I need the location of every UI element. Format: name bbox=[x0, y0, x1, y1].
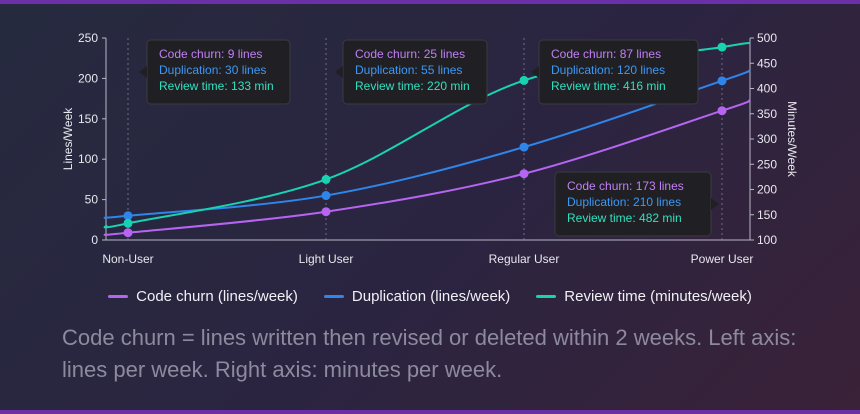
x-tick-label: Light User bbox=[299, 252, 354, 266]
duplication-point bbox=[519, 142, 529, 152]
tooltip-line: Duplication: 30 lines bbox=[159, 63, 266, 77]
tooltip: Code churn: 87 lines Duplication: 120 lin… bbox=[531, 39, 699, 105]
left-tick-label: 200 bbox=[78, 71, 98, 85]
right-tick-label: 500 bbox=[757, 31, 777, 45]
review-time-point bbox=[717, 42, 727, 52]
tooltip-pointer bbox=[711, 198, 719, 210]
tooltip-line: Code churn: 9 lines bbox=[159, 47, 262, 61]
legend-item-review-time: Review time (minutes/week) bbox=[536, 288, 752, 305]
code-churn-line bbox=[103, 99, 751, 236]
duplication-point bbox=[717, 76, 727, 86]
legend-label: Review time (minutes/week) bbox=[564, 288, 752, 305]
right-axis-title: Minutes/Week bbox=[785, 101, 799, 178]
right-tick-label: 300 bbox=[757, 132, 777, 146]
right-tick-label: 150 bbox=[757, 208, 777, 222]
tooltip-pointer bbox=[139, 66, 147, 78]
tooltip-pointer bbox=[531, 66, 539, 78]
tooltip-line: Duplication: 55 lines bbox=[355, 63, 462, 77]
right-tick-label: 450 bbox=[757, 56, 777, 70]
left-tick-label: 0 bbox=[91, 233, 98, 247]
tooltip-line: Duplication: 120 lines bbox=[551, 63, 665, 77]
duplication-point bbox=[123, 211, 133, 221]
review-time-line bbox=[103, 41, 751, 229]
left-tick-label: 250 bbox=[78, 31, 98, 45]
x-tick-label: Power User bbox=[691, 252, 754, 266]
tooltip-line: Review time: 416 min bbox=[551, 79, 666, 93]
tooltip-line: Code churn: 25 lines bbox=[355, 47, 465, 61]
legend-item-code-churn: Code churn (lines/week) bbox=[108, 288, 298, 305]
legend-item-duplication: Duplication (lines/week) bbox=[323, 288, 511, 305]
right-tick-label: 100 bbox=[757, 233, 777, 247]
tooltip-line: Review time: 482 min bbox=[567, 211, 682, 225]
right-tick-label: 350 bbox=[757, 107, 777, 121]
dual-axis-line-chart: 0 50 100 150 200 250 100 150 200 250 300 350 400 450 5… bbox=[61, 31, 799, 266]
right-tick-label: 400 bbox=[757, 82, 777, 96]
tooltip: Code churn: 173 lines Duplication: 210 li… bbox=[554, 171, 719, 237]
left-tick-label: 50 bbox=[85, 193, 99, 207]
left-tick-label: 150 bbox=[78, 112, 98, 126]
legend-swatch bbox=[108, 295, 129, 298]
code-churn-point bbox=[123, 228, 133, 238]
chart-caption: Code churn = lines written then revised … bbox=[62, 325, 797, 382]
left-tick-label: 100 bbox=[78, 152, 98, 166]
code-churn-point bbox=[717, 106, 727, 116]
code-churn-point bbox=[321, 207, 331, 217]
duplication-line bbox=[103, 69, 751, 219]
code-churn-point bbox=[519, 169, 529, 179]
legend-swatch bbox=[323, 295, 344, 298]
tooltip-line: Duplication: 210 lines bbox=[567, 195, 681, 209]
tooltip-line: Code churn: 173 lines bbox=[567, 179, 684, 193]
duplication-point bbox=[321, 191, 331, 201]
tooltip-line: Code churn: 87 lines bbox=[551, 47, 661, 61]
review-time-point bbox=[321, 174, 331, 184]
legend-label: Duplication (lines/week) bbox=[351, 288, 511, 305]
tooltip-pointer bbox=[335, 66, 343, 78]
x-tick-label: Non-User bbox=[102, 252, 153, 266]
tooltip-line: Review time: 133 min bbox=[159, 79, 274, 93]
review-time-point bbox=[123, 218, 133, 228]
x-tick-label: Regular User bbox=[489, 252, 560, 266]
legend: Code churn (lines/week) Duplication (line… bbox=[0, 288, 860, 305]
left-axis-title: Lines/Week bbox=[61, 107, 75, 170]
right-tick-label: 200 bbox=[757, 183, 777, 197]
tooltip-line: Review time: 220 min bbox=[355, 79, 470, 93]
legend-label: Code churn (lines/week) bbox=[136, 288, 298, 305]
right-tick-label: 250 bbox=[757, 157, 777, 171]
review-time-point bbox=[519, 75, 529, 85]
legend-swatch bbox=[536, 295, 557, 298]
tooltip: Code churn: 25 lines Duplication: 55 line… bbox=[335, 39, 488, 105]
tooltip: Code churn: 9 lines Duplication: 30 lines… bbox=[139, 39, 291, 105]
